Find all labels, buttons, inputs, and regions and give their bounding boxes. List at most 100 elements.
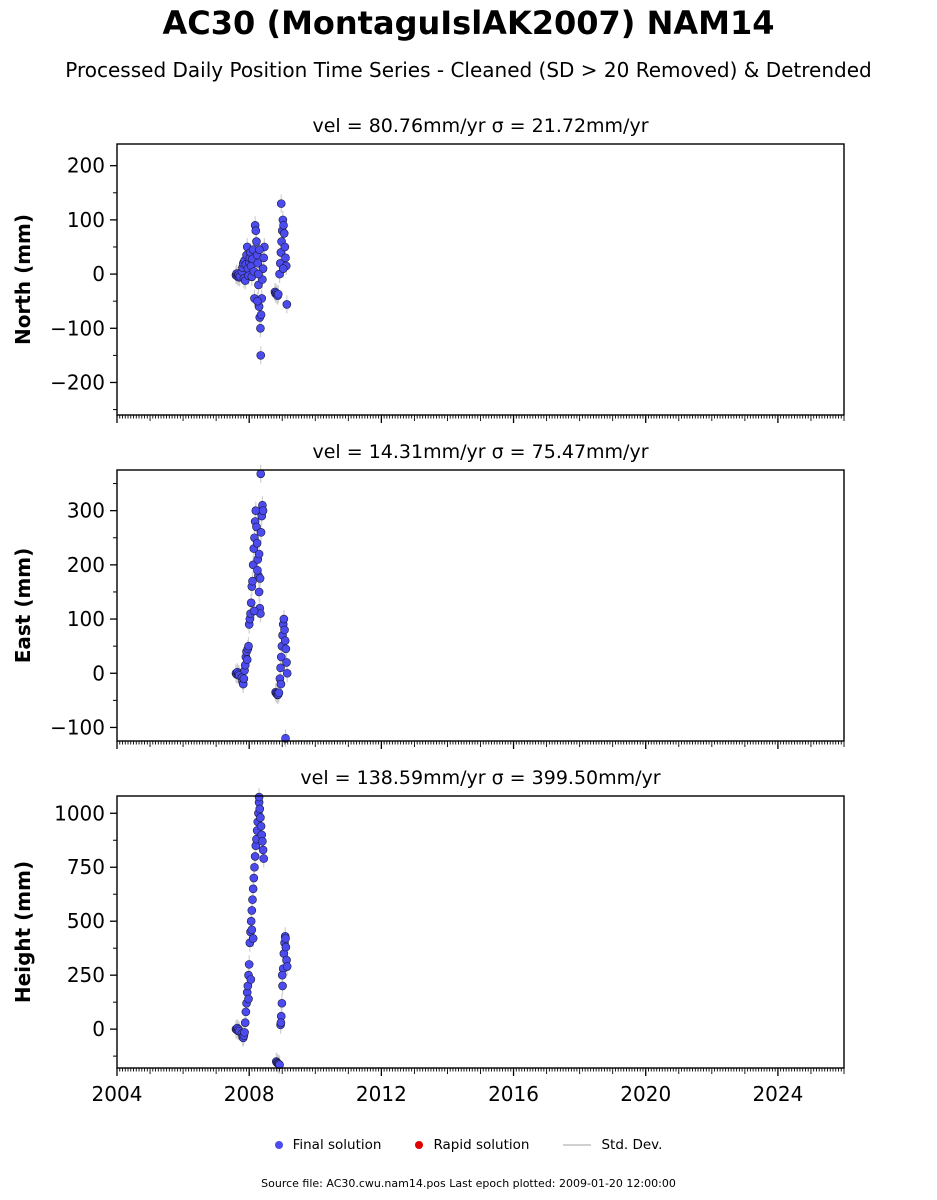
data-point (244, 960, 254, 969)
panel-2: vel = 14.31mm/yr σ = 75.47mm/yr East (mm)… (11, 441, 845, 749)
data-point (244, 994, 253, 1004)
panel-1: vel = 80.76mm/yr σ = 21.72mm/yr North (mm… (11, 115, 845, 423)
data-point (256, 821, 266, 831)
data-point (256, 310, 266, 320)
data-point (246, 598, 256, 608)
x-tick-label: 2012 (356, 1082, 407, 1106)
data-point (242, 655, 252, 665)
data-point (277, 970, 287, 980)
chart-subtitle: Processed Daily Position Time Series - C… (65, 58, 872, 82)
data-point (254, 792, 264, 802)
data-point (251, 226, 261, 236)
data-point (255, 245, 264, 254)
data-point (248, 576, 257, 586)
data-point (258, 845, 268, 855)
data-point (256, 813, 265, 822)
y-tick-label: 0 (92, 262, 105, 286)
y-tick-label: 500 (67, 909, 105, 933)
data-point (252, 538, 262, 548)
data-point (240, 1018, 250, 1027)
x-tick-label: 2016 (488, 1082, 539, 1106)
data-point (247, 906, 257, 915)
data-points (231, 464, 292, 748)
x-tick-label: 2020 (620, 1082, 671, 1106)
data-point (282, 962, 292, 971)
y-tick-label: 1000 (54, 801, 105, 825)
plot-frame (116, 143, 845, 416)
data-point (249, 606, 259, 616)
data-point (256, 351, 266, 360)
data-point (281, 253, 290, 263)
data-point (259, 854, 269, 863)
data-point (248, 884, 258, 894)
data-point (254, 269, 263, 279)
y-tick-label: 750 (67, 855, 105, 879)
legend-item-stddev: Std. Dev. (563, 1137, 662, 1153)
legend-final-label: Final solution (292, 1137, 382, 1153)
data-point (281, 934, 290, 943)
data-point (246, 916, 256, 926)
y-tick-label: −200 (50, 370, 105, 394)
data-point (273, 289, 283, 299)
legend-item-final: Final solution (274, 1137, 382, 1153)
legend-stddev-line (563, 1144, 592, 1146)
panel-title: vel = 80.76mm/yr σ = 21.72mm/yr (312, 115, 648, 137)
panel-title: vel = 14.31mm/yr σ = 75.47mm/yr (312, 441, 648, 463)
data-point (255, 804, 265, 814)
data-point (280, 625, 289, 635)
data-point (254, 549, 264, 559)
data-point (277, 998, 287, 1008)
plot-frame (116, 795, 845, 1069)
y-tick-label: 0 (92, 661, 105, 685)
data-point (282, 668, 292, 678)
data-point (246, 975, 256, 984)
data-points (231, 194, 292, 365)
data-point (250, 862, 259, 872)
x-tick-label: 2024 (752, 1082, 803, 1106)
legend-rapid-label: Rapid solution (433, 1137, 530, 1153)
y-tick-label: 0 (92, 1017, 105, 1041)
y-tick-label: 100 (67, 208, 105, 232)
data-point (254, 587, 264, 597)
data-point (276, 199, 286, 208)
data-point (241, 1007, 251, 1017)
data-point (279, 614, 289, 624)
data-points (231, 788, 292, 1074)
data-point (274, 688, 284, 698)
data-point (256, 469, 266, 479)
data-point (276, 1018, 286, 1027)
panel-3: vel = 138.59mm/yr σ = 399.50mm/yr Height … (11, 767, 845, 1106)
data-point (282, 658, 291, 667)
y-tick-label: −100 (50, 316, 105, 340)
data-point (279, 221, 288, 230)
data-point (250, 852, 260, 861)
data-point (253, 565, 262, 575)
data-point (248, 934, 258, 943)
data-point (252, 237, 261, 246)
y-tick-label: 300 (67, 499, 105, 523)
data-point (244, 641, 253, 651)
data-point (279, 229, 289, 238)
data-point (247, 925, 257, 935)
y-axis-label: Height (mm) (11, 861, 35, 1003)
data-point (248, 895, 257, 904)
chart-title: AC30 (MontaguIslAK2007) NAM14 (162, 4, 775, 42)
legend: Final solution Rapid solution Std. Dev. (0, 1137, 937, 1153)
y-tick-label: 250 (67, 963, 105, 987)
data-point (281, 644, 291, 654)
plot-frame (116, 469, 845, 742)
data-point (256, 323, 265, 333)
y-tick-label: 100 (67, 607, 105, 631)
data-point (258, 506, 268, 515)
data-point (239, 674, 249, 683)
y-tick-label: −100 (50, 715, 105, 739)
data-point (276, 663, 285, 673)
panel-title: vel = 138.59mm/yr σ = 399.50mm/yr (300, 767, 660, 789)
data-point (280, 242, 290, 252)
data-point (259, 253, 269, 263)
data-point (278, 264, 288, 273)
y-tick-label: 200 (67, 154, 105, 178)
data-point (281, 733, 290, 743)
data-point (253, 296, 262, 306)
